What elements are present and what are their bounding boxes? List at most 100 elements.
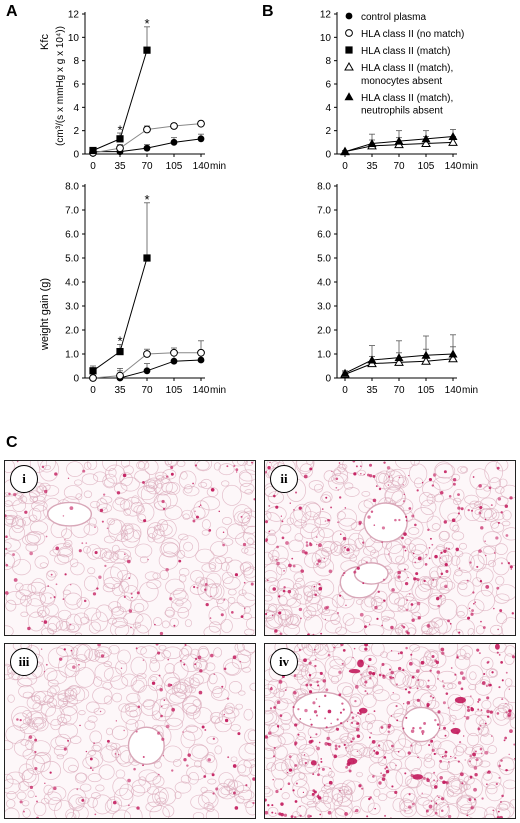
x-unit-label: min <box>210 161 226 172</box>
tissue-mark <box>82 469 86 473</box>
tissue-mark <box>130 675 148 693</box>
tissue-mark <box>370 549 380 558</box>
tissue-mark <box>445 692 449 695</box>
tissue-mark <box>316 543 318 546</box>
tissue-mark <box>368 740 387 759</box>
tissue-mark <box>267 804 270 807</box>
tissue-mark <box>154 523 173 537</box>
tissue-mark <box>5 541 12 550</box>
tissue-mark <box>243 708 254 721</box>
tissue-mark <box>499 815 503 818</box>
tissue-mark <box>479 579 483 583</box>
tissue-mark <box>338 745 341 748</box>
tissue-mark <box>328 780 333 785</box>
tissue-mark <box>93 707 106 716</box>
tissue-mark <box>21 769 37 783</box>
tissue-mark <box>369 796 372 799</box>
tissue-mark <box>205 572 222 589</box>
tissue-mark <box>372 474 376 478</box>
tissue-mark <box>482 531 502 547</box>
tissue-mark <box>383 756 387 759</box>
tissue-mark <box>438 644 459 657</box>
tissue-mark <box>395 555 406 564</box>
tissue-mark <box>418 492 434 507</box>
tissue-mark <box>220 618 233 633</box>
tissue-mark <box>218 708 236 725</box>
tissue-mark <box>50 736 70 751</box>
tissue-mark <box>112 809 132 818</box>
tissue-mark <box>471 503 493 523</box>
tissue-mark <box>411 675 415 679</box>
x-tick-label: 35 <box>114 385 126 396</box>
tissue-mark <box>244 489 253 495</box>
y-tick-label: 3.0 <box>317 302 331 313</box>
tissue-mark <box>306 603 323 617</box>
x-tick-label: 105 <box>418 385 435 396</box>
tissue-mark <box>441 755 444 758</box>
y-tick-label: 2 <box>325 126 331 137</box>
tissue-mark <box>315 578 335 597</box>
tissue-mark <box>491 671 494 674</box>
tissue-mark <box>482 626 486 629</box>
tissue-mark <box>405 515 408 518</box>
tissue-mark <box>221 517 233 525</box>
tissue-mark <box>422 577 434 586</box>
tissue-mark <box>332 644 353 666</box>
tissue-mark <box>111 725 129 740</box>
tissue-mark <box>162 507 166 511</box>
tissue-mark <box>496 712 500 715</box>
tissue-mark <box>457 512 460 515</box>
tissue-mark <box>123 496 143 517</box>
tissue-mark <box>442 685 446 688</box>
tissue-mark <box>29 496 38 503</box>
tissue-mark <box>192 482 194 485</box>
tissue-mark <box>342 708 345 711</box>
tissue-mark <box>268 722 279 734</box>
tissue-mark <box>46 670 67 685</box>
tissue-mark <box>275 505 279 509</box>
y-tick-label: 8.0 <box>65 182 79 193</box>
tissue-mark <box>440 647 445 652</box>
tissue-mark <box>428 477 433 482</box>
tissue-mark <box>237 649 252 664</box>
tissue-mark <box>408 527 420 535</box>
tissue-mark <box>103 577 121 589</box>
tissue-mark <box>509 799 515 809</box>
tissue-mark <box>226 465 229 468</box>
tissue-mark <box>21 516 31 526</box>
tissue-mark <box>342 649 346 652</box>
tissue-mark <box>312 773 315 776</box>
tissue-mark <box>470 695 472 697</box>
tissue-mark <box>18 495 28 504</box>
data-point <box>143 350 151 358</box>
tissue-mark <box>57 692 71 702</box>
tissue-mark <box>394 570 415 593</box>
tissue-mark <box>137 685 158 708</box>
tissue-mark <box>120 573 139 594</box>
tissue-mark <box>167 461 178 467</box>
tissue-mark <box>224 718 229 723</box>
tissue-mark <box>231 611 234 614</box>
tissue-mark <box>308 480 324 491</box>
tissue-mark <box>371 597 387 613</box>
tissue-mark <box>502 527 515 541</box>
tissue-mark <box>438 804 460 818</box>
tissue-mark <box>309 542 312 545</box>
tissue-mark <box>447 619 450 623</box>
tissue-mark <box>221 685 224 688</box>
tissue-mark <box>183 663 186 666</box>
tissue-mark <box>428 557 431 560</box>
tissue-mark <box>397 570 402 575</box>
tissue-mark <box>431 546 449 567</box>
tissue-mark <box>390 650 393 652</box>
tissue-mark <box>342 461 363 474</box>
tissue-mark <box>104 477 115 488</box>
tissue-mark <box>429 669 432 672</box>
tissue-mark <box>36 816 39 818</box>
tissue-mark <box>450 755 452 758</box>
tissue-mark <box>356 771 363 778</box>
tissue-mark <box>123 523 142 543</box>
tissue-mark <box>314 644 329 656</box>
tissue-mark <box>281 536 285 540</box>
tissue-mark <box>310 760 317 766</box>
